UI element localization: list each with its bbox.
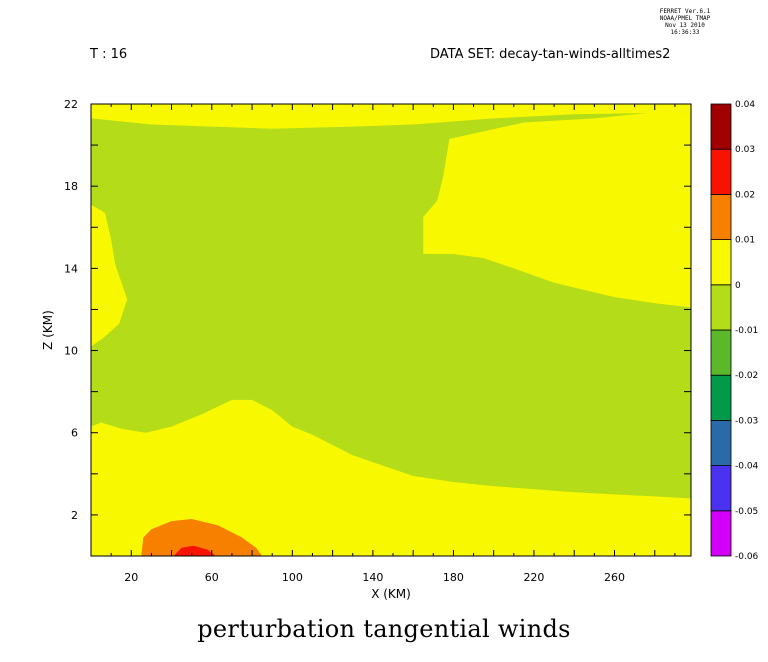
- x-axis-label: X (KM): [371, 587, 411, 601]
- ferret-stamp: FERRET Ver.6.1 NOAA/PMEL TMAP Nov 13 201…: [650, 8, 720, 36]
- colorbar-label: -0.01: [735, 326, 758, 336]
- x-tick-label: 60: [205, 571, 219, 584]
- y-tick-label: 2: [71, 509, 78, 522]
- colorbar-label: 0.01: [735, 236, 755, 246]
- contour-region-0: [91, 399, 691, 556]
- colorbar-label: 0.03: [735, 145, 755, 155]
- colorbar: -0.06 -0.05 -0.04 -0.03 -0.02 -0.01 0 0.01 0.02 0…: [710, 100, 759, 562]
- time-label: T : 16: [90, 47, 128, 62]
- colorbar-swatch: [710, 329, 732, 376]
- colorbar-swatch: [710, 193, 732, 240]
- colorbar-label: 0.04: [735, 100, 755, 110]
- y-tick-label: 6: [71, 427, 78, 440]
- colorbar-swatch: [710, 419, 732, 466]
- colorbar-swatch: [710, 148, 732, 195]
- y-axis-label: Z (KM): [41, 310, 55, 350]
- x-tick-label: 180: [443, 571, 464, 584]
- x-tick-label: 100: [282, 571, 303, 584]
- contour-region-3: [91, 204, 128, 347]
- colorbar-swatch: [710, 103, 732, 150]
- colorbar-label: 0.02: [735, 190, 755, 200]
- stamp-version: FERRET Ver.6.1: [659, 8, 711, 15]
- colorbar-label: 0: [735, 281, 741, 291]
- colorbar-swatch: [710, 465, 732, 512]
- colorbar-label: -0.02: [735, 371, 758, 381]
- colorbar-swatch: [710, 510, 732, 557]
- y-tick-label: 22: [64, 98, 78, 111]
- contour-region-1: [423, 112, 691, 308]
- plot-area: [91, 104, 691, 556]
- colorbar-label: -0.04: [735, 462, 759, 472]
- chart-title: perturbation tangential winds: [197, 615, 571, 643]
- contour-region-4: [141, 519, 263, 556]
- y-tick-label: 14: [64, 262, 78, 275]
- y-tick-label: 10: [64, 345, 78, 358]
- x-tick-label: 220: [523, 571, 544, 584]
- stamp-org: NOAA/PMEL TMAP: [659, 15, 711, 22]
- axes: 20 60 100 140 180 220 260 2 6 10 14 18 22: [64, 98, 692, 584]
- plot-frame: [90, 103, 692, 557]
- stamp-date: Nov 13 2010 16:36:33: [665, 22, 705, 36]
- x-tick-label: 20: [124, 571, 138, 584]
- y-tick-label: 18: [64, 180, 78, 193]
- x-tick-label: 140: [362, 571, 383, 584]
- dataset-label: DATA SET: decay-tan-winds-alltimes2: [430, 47, 671, 62]
- x-tick-label: 260: [604, 571, 625, 584]
- colorbar-swatch: [710, 374, 732, 421]
- colorbar-swatch: [710, 284, 732, 331]
- colorbar-label: -0.03: [735, 416, 758, 426]
- colorbar-swatch: [710, 239, 732, 286]
- contour-region-5: [173, 545, 216, 556]
- contour-region-2: [91, 104, 691, 129]
- colorbar-label: -0.05: [735, 507, 758, 517]
- colorbar-label: -0.06: [735, 552, 759, 562]
